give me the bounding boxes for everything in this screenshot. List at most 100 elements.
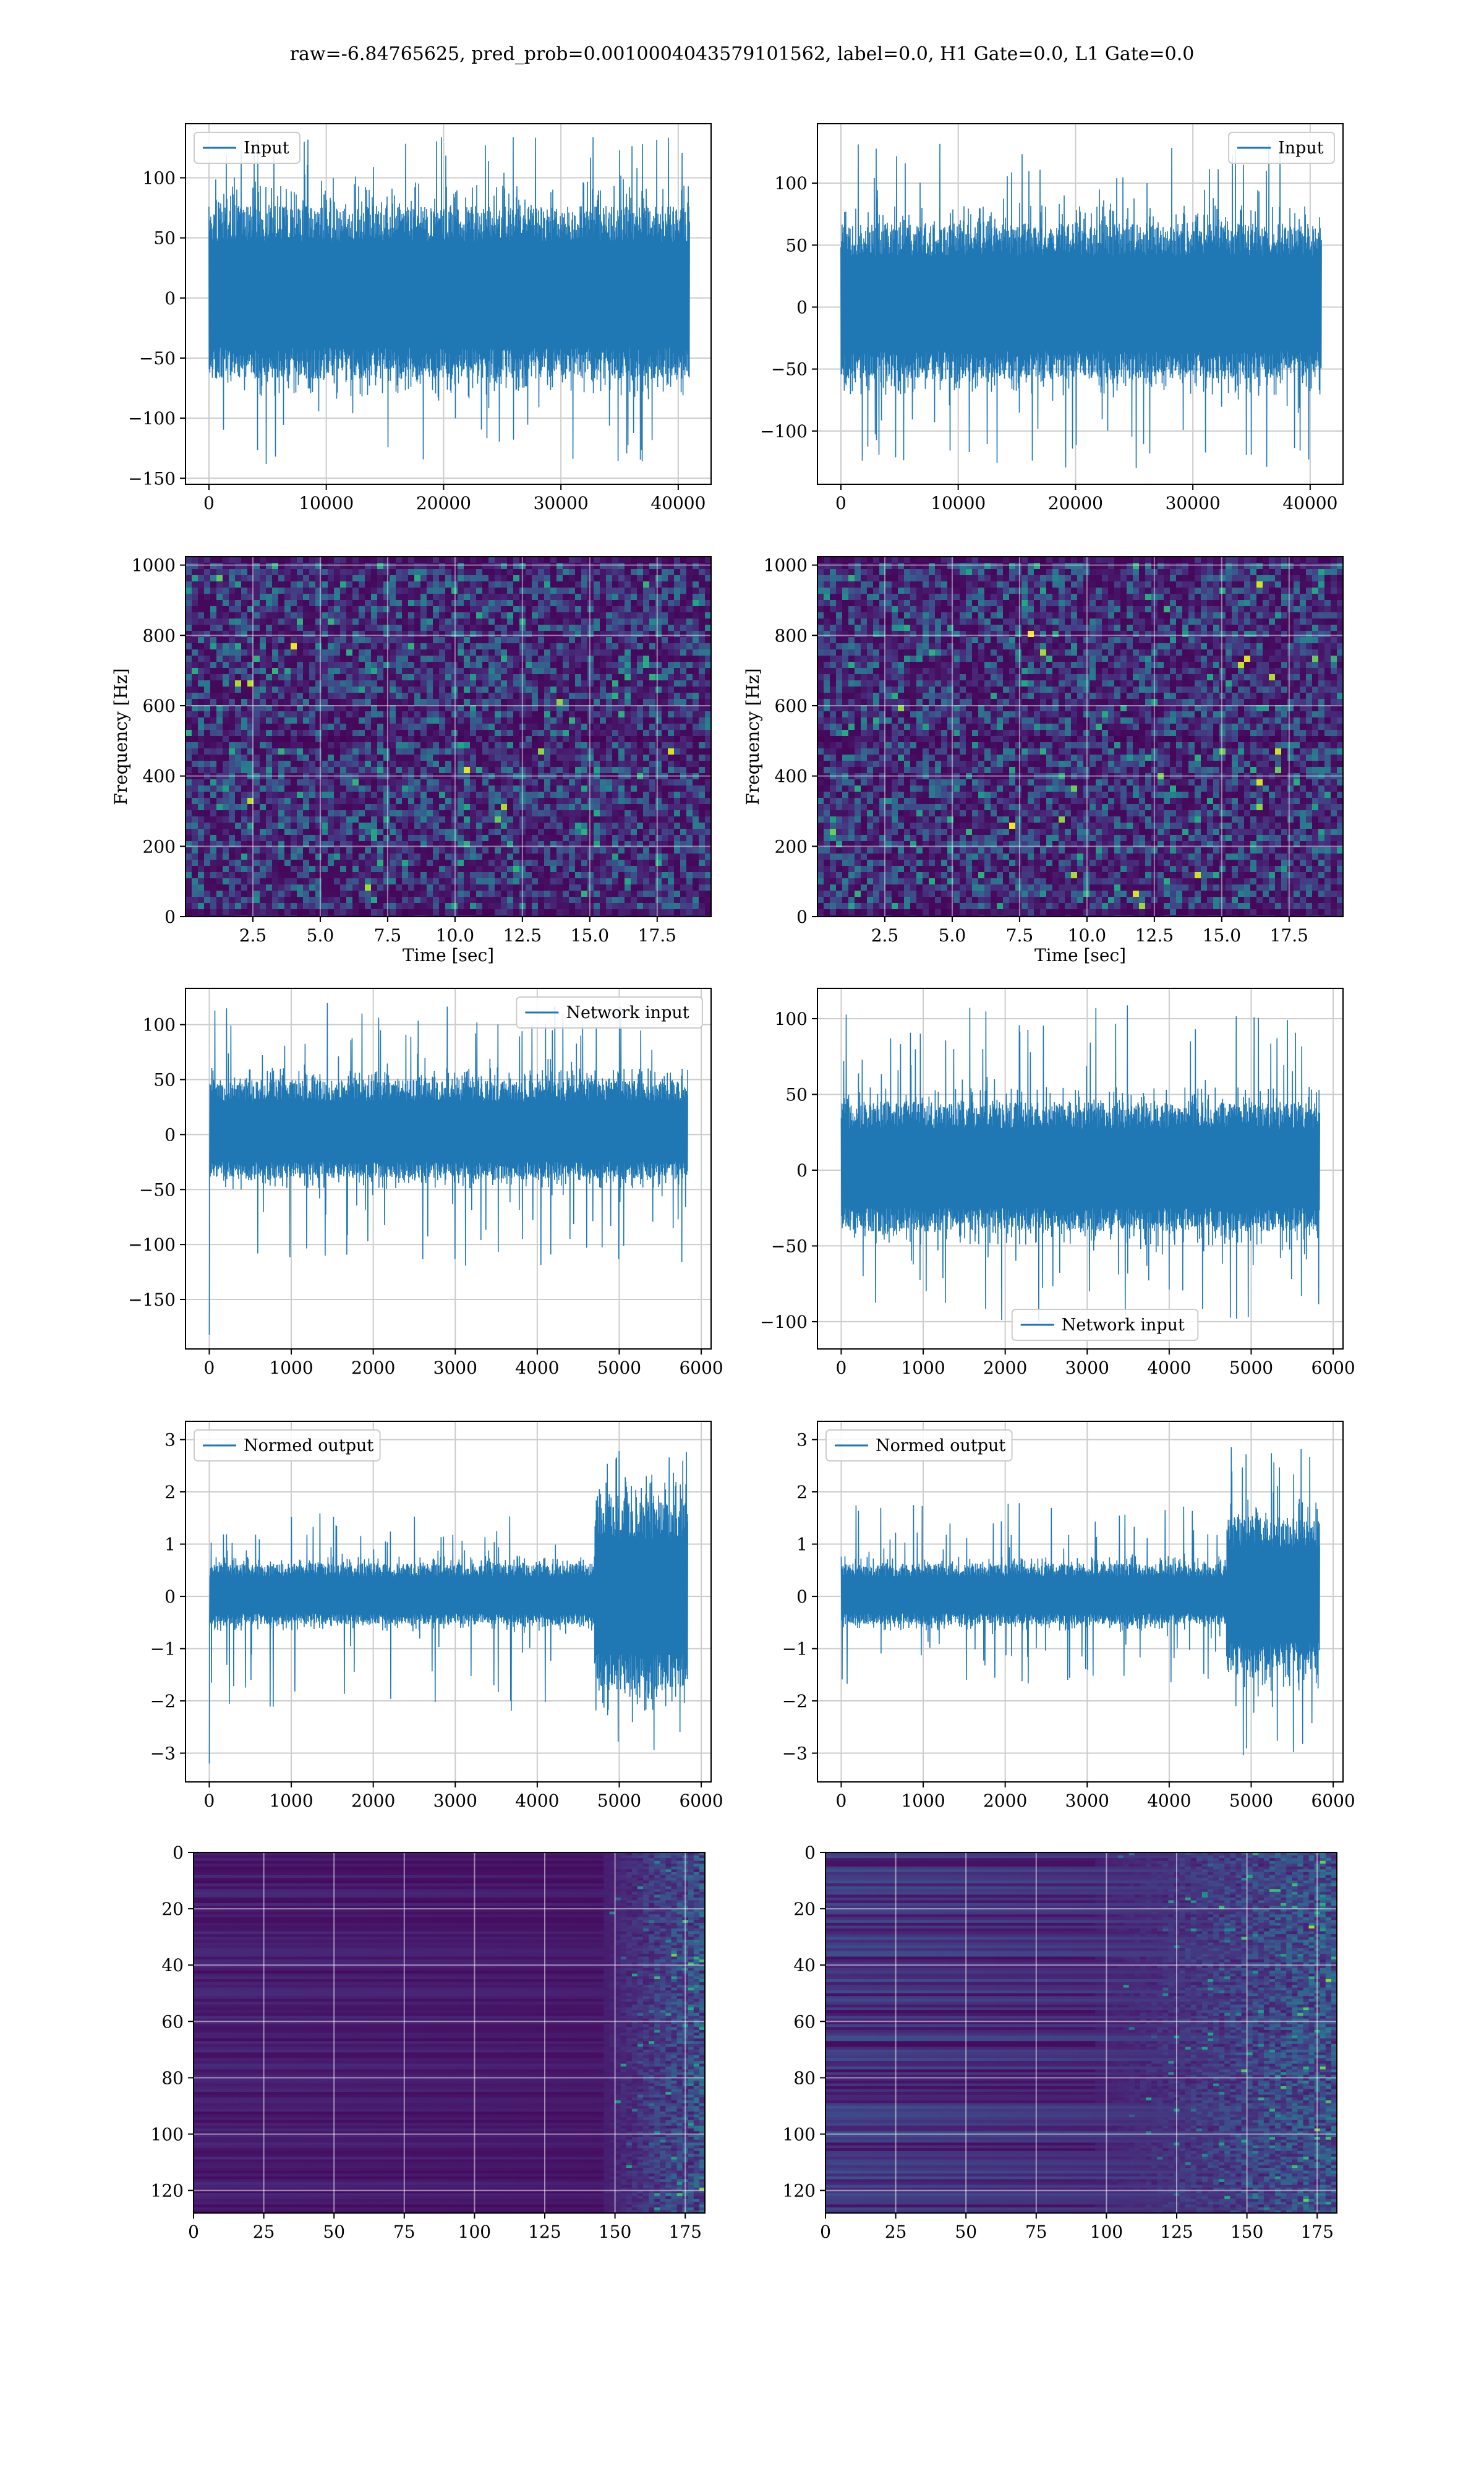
heatmap-cell (649, 823, 656, 829)
heatmap-cell (272, 680, 279, 687)
heatmap-cell (699, 631, 706, 638)
heatmap-cell (235, 606, 242, 613)
heatmap-cell (408, 711, 415, 718)
heatmap-cell (334, 767, 341, 774)
heatmap-cell (216, 804, 223, 811)
heatmap-cell (526, 798, 532, 805)
heatmap-cell (674, 810, 681, 817)
heatmap-cell (612, 600, 619, 607)
heatmap-cell (291, 730, 297, 737)
heatmap-cell (433, 816, 440, 823)
heatmap-cell (247, 798, 254, 805)
heatmap-cell (352, 625, 359, 631)
heatmap-cell (482, 680, 489, 687)
heatmap-cell (260, 785, 267, 792)
heatmap-cell (186, 792, 192, 798)
heatmap-cell (513, 588, 520, 594)
heatmap-cell (371, 575, 378, 582)
heatmap-cell (458, 625, 464, 631)
heatmap-cell (427, 891, 433, 897)
heatmap-cell (451, 662, 458, 669)
heatmap-cell (556, 884, 563, 891)
heatmap-cell (550, 860, 557, 867)
heatmap-cell (618, 767, 625, 774)
heatmap-cell (451, 823, 458, 829)
heatmap-cell (284, 829, 291, 836)
heatmap-cell (556, 618, 563, 625)
heatmap-cell (451, 643, 458, 650)
heatmap-cell (532, 903, 539, 910)
heatmap-cell (649, 575, 656, 582)
heatmap-cell (556, 730, 563, 737)
heatmap-cell (445, 643, 452, 650)
heatmap-cell (297, 693, 304, 700)
heatmap-cell (254, 792, 260, 798)
heatmap-cell (612, 581, 619, 588)
heatmap-cell (365, 748, 372, 755)
heatmap-cell (402, 903, 409, 910)
heatmap-cell (365, 804, 372, 811)
heatmap-cell (346, 804, 353, 811)
heatmap-cell (464, 581, 471, 588)
heatmap-cell (495, 854, 501, 860)
heatmap-cell (569, 755, 576, 761)
heatmap-cell (260, 891, 267, 897)
heatmap-cell (544, 693, 551, 700)
heatmap-cell (439, 649, 446, 656)
heatmap-cell (606, 854, 613, 860)
heatmap-cell (229, 854, 236, 860)
heatmap-cell (581, 847, 588, 854)
heatmap-cell (235, 761, 242, 768)
heatmap-cell (507, 785, 514, 792)
heatmap-cell (581, 841, 588, 848)
heatmap-cell (606, 897, 613, 904)
heatmap-cell (674, 785, 681, 792)
heatmap-cell (272, 736, 279, 743)
heatmap-cell (254, 884, 260, 891)
heatmap-cell (643, 866, 650, 873)
heatmap-cell (334, 810, 341, 817)
heatmap-cell (495, 866, 501, 873)
heatmap-cell (662, 687, 668, 693)
heatmap-cell (260, 860, 267, 867)
heatmap-cell (297, 736, 304, 743)
heatmap-cell (556, 773, 563, 780)
heatmap-cell (594, 835, 600, 842)
heatmap-cell (291, 872, 297, 879)
heatmap-cell (439, 656, 446, 662)
heatmap-cell (254, 847, 260, 854)
heatmap-cell (464, 575, 471, 582)
heatmap-cell (538, 736, 545, 743)
heatmap-cell (569, 767, 576, 774)
heatmap-cell (334, 649, 341, 656)
heatmap-cell (445, 705, 452, 712)
heatmap-cell (365, 866, 372, 873)
heatmap-cell (291, 618, 297, 625)
heatmap-cell (383, 668, 390, 675)
heatmap-cell (346, 792, 353, 798)
heatmap-cell (643, 878, 650, 885)
heatmap-cell (686, 823, 693, 829)
heatmap-cell (556, 717, 563, 724)
heatmap-cell (556, 606, 563, 613)
heatmap-cell (526, 872, 532, 879)
heatmap-cell (655, 631, 662, 638)
heatmap-cell (297, 600, 304, 607)
heatmap-cell (581, 600, 588, 607)
heatmap-cell (643, 717, 650, 724)
heatmap-cell (420, 860, 427, 867)
heatmap-cell (550, 810, 557, 817)
heatmap-cell (352, 816, 359, 823)
heatmap-cell (359, 884, 365, 891)
heatmap-cell (278, 594, 285, 601)
heatmap-cell (606, 798, 613, 805)
heatmap-cell (618, 680, 625, 687)
heatmap-cell (303, 854, 310, 860)
heatmap-cell (334, 662, 341, 669)
heatmap-cell (229, 656, 236, 662)
heatmap-cell (581, 674, 588, 681)
heatmap-cell (655, 699, 662, 706)
heatmap-cell (334, 804, 341, 811)
heatmap-cell (519, 897, 526, 904)
heatmap-cell (284, 606, 291, 613)
